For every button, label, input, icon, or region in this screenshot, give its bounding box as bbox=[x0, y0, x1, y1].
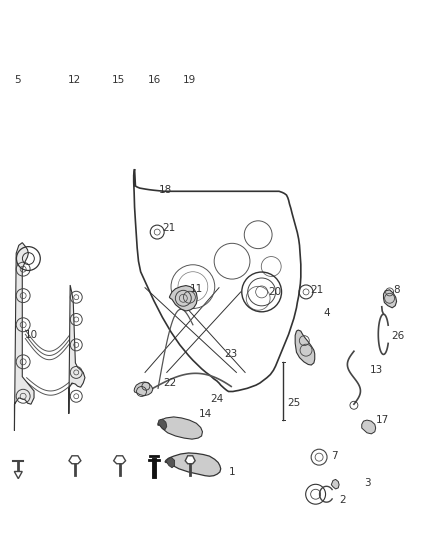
Text: 20: 20 bbox=[268, 287, 281, 297]
Polygon shape bbox=[114, 456, 126, 464]
Text: 22: 22 bbox=[164, 378, 177, 388]
Text: 12: 12 bbox=[68, 75, 81, 85]
Polygon shape bbox=[69, 285, 85, 414]
Text: 17: 17 bbox=[375, 415, 389, 425]
Text: 3: 3 bbox=[364, 478, 370, 488]
Polygon shape bbox=[14, 472, 22, 479]
Polygon shape bbox=[362, 420, 376, 434]
Polygon shape bbox=[331, 479, 339, 489]
Polygon shape bbox=[384, 290, 396, 308]
Text: 11: 11 bbox=[190, 284, 203, 294]
Text: 8: 8 bbox=[393, 285, 400, 295]
Polygon shape bbox=[158, 417, 202, 439]
Text: 21: 21 bbox=[162, 223, 176, 233]
Text: 18: 18 bbox=[159, 185, 173, 195]
Text: 1: 1 bbox=[229, 467, 235, 477]
Polygon shape bbox=[170, 286, 197, 311]
Text: 4: 4 bbox=[324, 308, 330, 318]
Text: 7: 7 bbox=[332, 451, 338, 461]
Text: 25: 25 bbox=[287, 398, 300, 408]
Polygon shape bbox=[165, 453, 221, 476]
Polygon shape bbox=[295, 330, 315, 365]
Text: 16: 16 bbox=[148, 75, 161, 85]
Polygon shape bbox=[14, 243, 34, 431]
Text: 26: 26 bbox=[392, 332, 405, 342]
Text: 14: 14 bbox=[198, 409, 212, 419]
Polygon shape bbox=[158, 419, 167, 430]
Polygon shape bbox=[134, 382, 153, 395]
Text: 19: 19 bbox=[183, 75, 196, 85]
Text: 15: 15 bbox=[112, 75, 126, 85]
Text: 5: 5 bbox=[14, 75, 21, 85]
Polygon shape bbox=[185, 456, 195, 464]
Text: 24: 24 bbox=[210, 394, 223, 404]
Text: 13: 13 bbox=[370, 365, 383, 375]
Polygon shape bbox=[166, 457, 175, 468]
Text: 2: 2 bbox=[340, 495, 346, 505]
Text: 10: 10 bbox=[25, 330, 38, 341]
Polygon shape bbox=[69, 456, 81, 464]
Text: 21: 21 bbox=[310, 285, 324, 295]
Text: 23: 23 bbox=[225, 349, 238, 359]
